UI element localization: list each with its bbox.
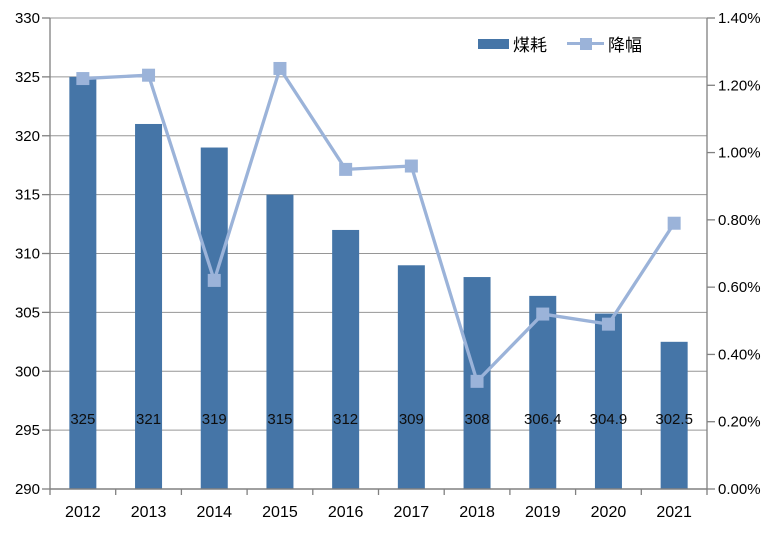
left-axis-label: 315 xyxy=(15,187,40,204)
bar-data-label-2013: 321 xyxy=(136,411,161,428)
bar-2019 xyxy=(529,295,557,489)
bar-data-label-2019: 306.4 xyxy=(524,411,562,428)
left-axis-label: 305 xyxy=(15,304,40,321)
bar-series-swatch-icon xyxy=(478,38,509,49)
line-marker-2017 xyxy=(404,159,418,173)
left-axis-label: 320 xyxy=(15,128,40,145)
bar-data-label-2014: 319 xyxy=(202,411,227,428)
right-axis-label: 0.00% xyxy=(718,481,761,498)
left-axis-label: 330 xyxy=(15,10,40,27)
decrease-line xyxy=(82,66,676,383)
bar-2016 xyxy=(332,229,360,489)
x-axis-label-2020: 2020 xyxy=(591,504,627,521)
x-axis-label-2017: 2017 xyxy=(394,504,430,521)
x-axis-label-2018: 2018 xyxy=(459,504,495,521)
left-axis-label: 290 xyxy=(15,481,40,498)
legend-item-coal: 煤耗 xyxy=(478,31,547,56)
x-axis-label-2016: 2016 xyxy=(328,504,364,521)
left-axis-label: 310 xyxy=(15,246,40,263)
right-axis-label: 0.60% xyxy=(718,279,761,296)
right-axis-label: 0.20% xyxy=(718,414,761,431)
bar-2014 xyxy=(200,147,228,489)
left-axis-label: 295 xyxy=(15,422,40,439)
line-marker-2021 xyxy=(667,216,681,230)
left-axis-label: 325 xyxy=(15,69,40,86)
right-axis-label: 1.00% xyxy=(718,145,761,162)
line-marker-2012 xyxy=(76,72,90,86)
line-marker-2019 xyxy=(536,307,550,321)
bar-data-label-2012: 325 xyxy=(70,411,95,428)
legend-label-decrease: 降幅 xyxy=(608,36,642,55)
legend-item-decrease: 降幅 xyxy=(567,31,642,56)
right-axis-label: 0.80% xyxy=(718,212,761,229)
bar-2017 xyxy=(397,265,425,489)
x-axis-label-2012: 2012 xyxy=(65,504,101,521)
line-marker-2020 xyxy=(601,317,615,331)
bar-2015 xyxy=(266,194,294,489)
bar-data-label-2018: 308 xyxy=(465,411,490,428)
line-series-swatch-icon xyxy=(567,37,604,50)
x-axis-label-2015: 2015 xyxy=(262,504,298,521)
bar-2012 xyxy=(69,76,97,489)
right-axis-label: 1.20% xyxy=(718,77,761,94)
bar-2021 xyxy=(660,341,688,489)
right-axis-label: 1.40% xyxy=(718,10,761,27)
right-axis-label: 0.40% xyxy=(718,346,761,363)
line-marker-2014 xyxy=(207,273,221,287)
bar-data-label-2021: 302.5 xyxy=(655,411,693,428)
chart-legend: 煤耗 降幅 xyxy=(478,31,642,56)
line-marker-swatch-icon xyxy=(579,37,592,50)
legend-label-coal: 煤耗 xyxy=(513,36,547,55)
bar-2020 xyxy=(594,313,622,489)
line-marker-2015 xyxy=(273,61,287,75)
bar-data-label-2015: 315 xyxy=(267,411,292,428)
bar-data-label-2017: 309 xyxy=(399,411,424,428)
line-marker-2013 xyxy=(142,68,156,82)
bar-data-label-2016: 312 xyxy=(333,411,358,428)
x-axis-label-2014: 2014 xyxy=(196,504,232,521)
bar-data-label-2020: 304.9 xyxy=(590,411,628,428)
left-axis-label: 300 xyxy=(15,363,40,380)
bar-2013 xyxy=(135,123,163,489)
x-axis-label-2021: 2021 xyxy=(656,504,692,521)
line-marker-2018 xyxy=(470,374,484,388)
x-axis-label-2019: 2019 xyxy=(525,504,561,521)
x-axis-label-2013: 2013 xyxy=(131,504,167,521)
line-marker-2016 xyxy=(339,162,353,176)
